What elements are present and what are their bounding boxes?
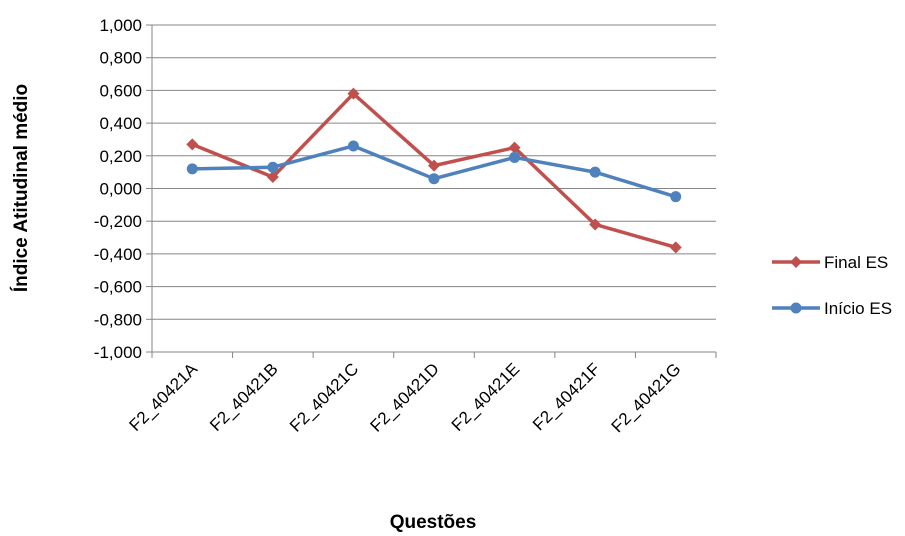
y-tick-label: 0,000 — [99, 180, 142, 199]
data-point — [669, 241, 682, 254]
data-point — [509, 151, 521, 163]
x-tick-label: F2_40421A — [126, 359, 202, 435]
y-tick-label: 0,400 — [99, 114, 142, 133]
x-axis-title: Questões — [390, 512, 477, 533]
y-tick-label: -1,000 — [94, 343, 142, 362]
legend-label: Início ES — [824, 299, 892, 318]
legend: Final ES Início ES — [772, 253, 892, 318]
x-axis — [151, 25, 717, 358]
data-point — [266, 171, 279, 184]
data-point — [670, 191, 682, 203]
y-tick-label: 0,600 — [99, 81, 142, 100]
data-point — [428, 173, 440, 185]
legend-marker — [790, 256, 802, 268]
x-tick-label: F2_40421C — [286, 359, 362, 435]
y-tick-label: 0,200 — [99, 147, 142, 166]
x-tick-label: F2_40421B — [206, 359, 282, 435]
y-axis-title: Índice Atitudinal médio — [10, 84, 32, 292]
y-tick-label: -0,400 — [94, 245, 142, 264]
data-point — [186, 163, 198, 175]
x-tick-label: F2_40421E — [448, 359, 524, 435]
series-in-cio-es — [186, 140, 682, 203]
data-point — [347, 87, 360, 100]
y-tick-label: -0,800 — [94, 310, 142, 329]
x-tick-label: F2_40421G — [608, 359, 685, 436]
data-point — [347, 140, 359, 152]
series-final-es — [186, 87, 682, 254]
data-point — [508, 141, 521, 154]
y-tick-label: 1,000 — [99, 16, 142, 35]
data-point — [428, 159, 440, 172]
y-tick-label: -0,600 — [94, 278, 142, 297]
y-tick-label: 0,800 — [99, 49, 142, 68]
gridlines — [146, 24, 716, 353]
series-group — [186, 87, 682, 254]
data-point — [589, 166, 601, 178]
y-tick-label: -0,200 — [94, 212, 142, 231]
legend-marker — [790, 302, 802, 314]
y-axis-ticks: 1,000 0,800 0,600 0,400 0,200 0,000 -0,200 -0,4… — [94, 16, 142, 362]
legend-label: Final ES — [824, 253, 888, 272]
x-axis-ticks: F2_40421A F2_40421B F2_40421C F2_40421D F2_4… — [126, 359, 685, 436]
data-point — [267, 161, 279, 173]
data-point — [589, 218, 602, 231]
x-tick-label: F2_40421F — [529, 359, 604, 434]
x-tick-label: F2_40421D — [367, 359, 443, 435]
data-point — [186, 138, 199, 151]
